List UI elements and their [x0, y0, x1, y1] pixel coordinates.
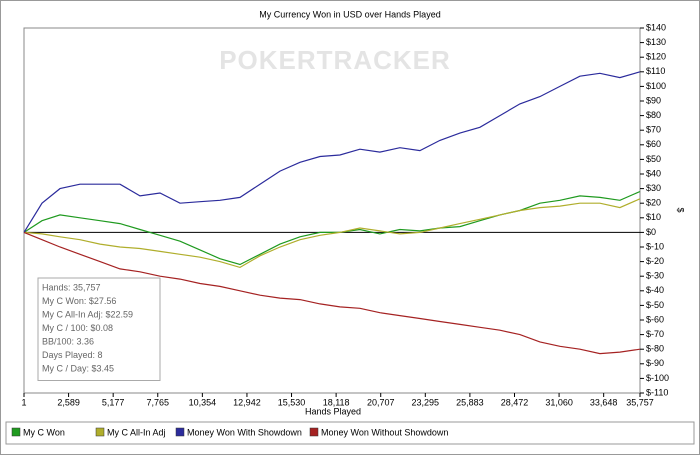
- legend-label: Money Won With Showdown: [187, 427, 302, 437]
- x-tick-label: 12,942: [233, 397, 261, 407]
- y-tick-label: $80: [646, 110, 661, 120]
- x-tick-label: 28,472: [501, 397, 529, 407]
- y-tick-label: $-20: [646, 256, 664, 266]
- y-tick-label: $110: [646, 66, 665, 76]
- info-text: Days Played: 8: [42, 350, 103, 360]
- y-tick-label: $-10: [646, 241, 664, 251]
- x-tick-label: 23,295: [412, 397, 440, 407]
- y-tick-label: $0: [646, 227, 656, 237]
- series-line: [23, 190, 641, 266]
- x-tick-label: 2,589: [57, 397, 80, 407]
- y-tick-label: $-30: [646, 271, 664, 281]
- y-tick-label: $140: [646, 22, 666, 32]
- info-text: My C / Day: $3.45: [42, 363, 114, 373]
- info-box: [37, 277, 161, 381]
- x-tick-label: 18,118: [323, 397, 350, 407]
- y-tick-label: $30: [646, 183, 661, 193]
- y-tick-label: $-50: [646, 300, 664, 310]
- info-text: My C Won: $27.56: [42, 296, 116, 306]
- x-tick-label: 35,757: [626, 397, 654, 407]
- info-text: BB/100: 3.36: [42, 336, 94, 346]
- series-line: [23, 231, 641, 355]
- legend-label: My C Won: [23, 427, 65, 437]
- legend-label: My C All-In Adj: [107, 427, 166, 437]
- y-tick-label: $-100: [646, 373, 669, 383]
- y-tick-label: $-40: [646, 285, 664, 295]
- y-tick-label: $-110: [646, 387, 668, 397]
- x-tick-label: 10,354: [189, 397, 217, 407]
- info-text: Hands: 35,757: [42, 282, 101, 292]
- legend-swatch: [95, 427, 105, 437]
- y-tick-label: $-80: [646, 344, 664, 354]
- y-tick-label: $100: [646, 81, 666, 91]
- x-tick-label: 15,530: [278, 397, 306, 407]
- y-tick-label: $20: [646, 198, 661, 208]
- x-tick-label: 5,177: [102, 397, 125, 407]
- series-line: [23, 71, 641, 233]
- watermark: POKERTRACKER: [219, 45, 451, 75]
- y-tick-label: $70: [646, 125, 661, 135]
- series-line: [23, 198, 641, 269]
- legend-swatch: [175, 427, 185, 437]
- y-tick-label: $60: [646, 139, 661, 149]
- x-axis-label: Hands Played: [305, 406, 361, 416]
- legend-box: [5, 421, 695, 445]
- y-tick-label: $120: [646, 52, 666, 62]
- y-tick-label: $130: [646, 37, 666, 47]
- y-tick-label: $40: [646, 168, 661, 178]
- info-text: My C / 100: $0.08: [42, 323, 113, 333]
- info-text: My C All-In Adj: $22.59: [42, 309, 133, 319]
- y-tick-label: $-90: [646, 358, 664, 368]
- y-tick-label: $50: [646, 154, 661, 164]
- y-axis-label: $: [676, 207, 686, 212]
- legend-swatch: [309, 427, 319, 437]
- x-tick-label: 25,883: [456, 397, 484, 407]
- x-tick-label: 20,707: [367, 397, 395, 407]
- y-tick-label: $-70: [646, 329, 664, 339]
- chart-title: My Currency Won in USD over Hands Played: [259, 9, 440, 19]
- legend-swatch: [11, 427, 21, 437]
- legend-label: Money Won Without Showdown: [321, 427, 448, 437]
- plot-area: [23, 27, 641, 394]
- y-tick-label: $90: [646, 95, 661, 105]
- x-tick-label: 33,648: [590, 397, 618, 407]
- y-tick-label: $-60: [646, 314, 664, 324]
- y-tick-label: $10: [646, 212, 661, 222]
- x-tick-label: 7,765: [146, 397, 169, 407]
- x-tick-label: 31,060: [545, 397, 573, 407]
- x-tick-label: 1: [21, 397, 26, 407]
